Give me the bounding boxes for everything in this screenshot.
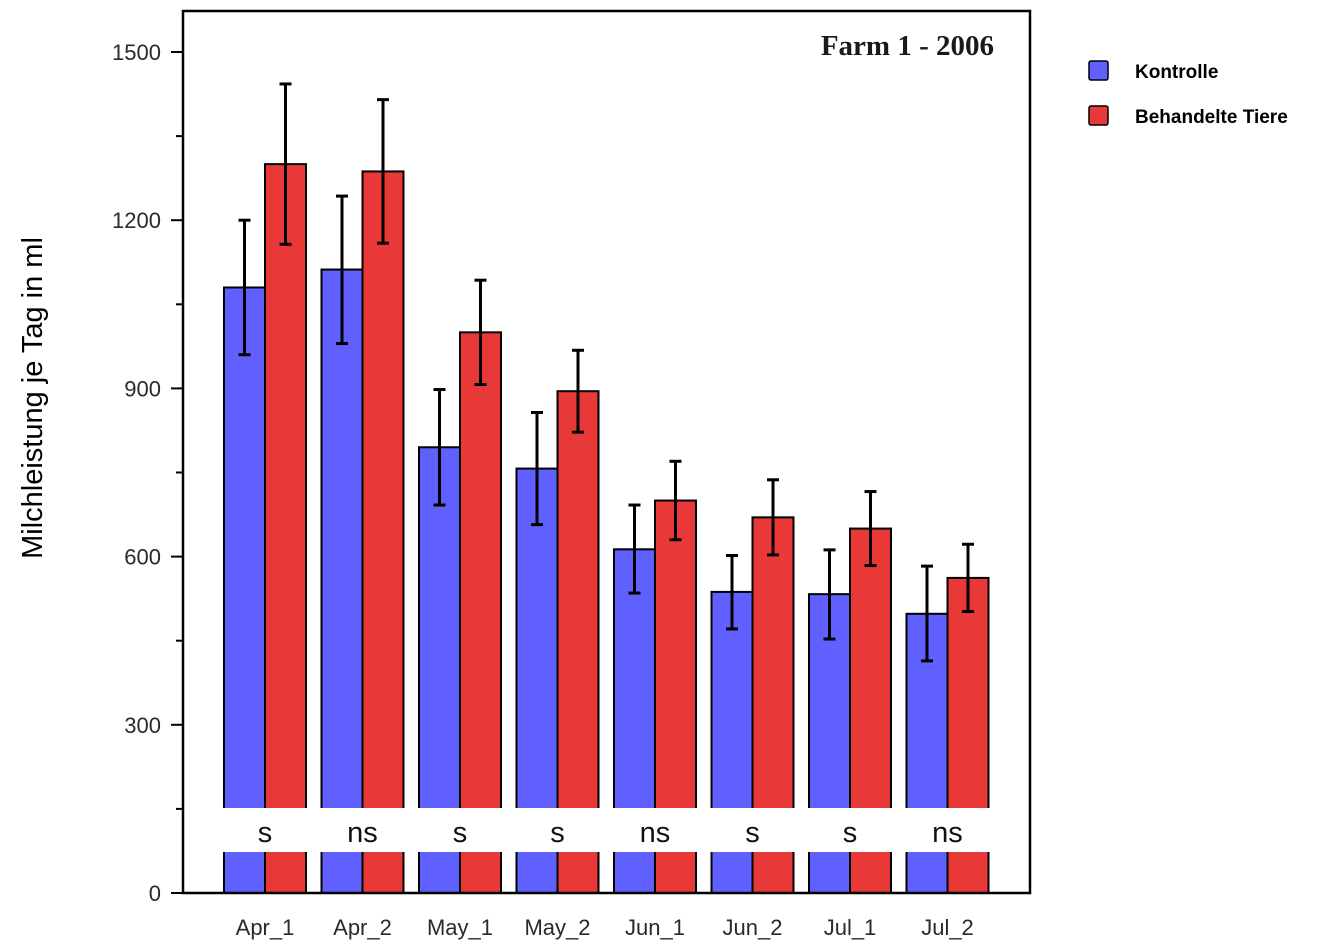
legend-label-kontrolle: Kontrolle — [1135, 62, 1218, 83]
y-tick-label: 600 — [124, 545, 161, 570]
bar-group-Apr_1 — [223, 82, 307, 895]
significance-band — [185, 808, 1028, 852]
bar-behandelte-tiere-Apr_1 — [264, 163, 307, 894]
legend-swatch-behandelte-tiere — [1088, 105, 1109, 126]
significance-label: s — [550, 817, 565, 849]
x-tick-label: May_1 — [427, 915, 493, 940]
plot-area: Apr_1 Apr_2 May_1 May_2 Jun_1 Jun_2 Jul_1 Jul_2… — [112, 40, 1028, 940]
bar-kontrolle-Apr_2 — [320, 268, 364, 894]
y-axis-label: Milchleistung je Tag in ml — [17, 237, 49, 559]
x-tick-label: Jun_1 — [625, 915, 685, 940]
x-tick-label: May_2 — [524, 915, 590, 940]
bar-group-May_1 — [418, 278, 502, 895]
y-tick-label: 1500 — [112, 40, 161, 65]
y-tick-label: 1200 — [112, 208, 161, 233]
legend: Kontrolle Behandelte Tiere — [1088, 60, 1288, 128]
chart-title: Farm 1 - 2006 — [821, 30, 994, 62]
x-tick-label: Jul_2 — [921, 915, 974, 940]
significance-label: s — [843, 817, 858, 849]
y-tick-label: 900 — [124, 376, 161, 401]
x-tick-label: Apr_1 — [236, 915, 295, 940]
significance-label: s — [258, 817, 273, 849]
plot-frame — [181, 9, 1032, 895]
significance-label: ns — [640, 817, 671, 849]
legend-swatch-kontrolle — [1088, 60, 1109, 81]
significance-label: s — [745, 817, 760, 849]
bar-behandelte-tiere-Apr_2 — [361, 170, 405, 894]
significance-label: ns — [347, 817, 378, 849]
significance-label: s — [453, 817, 468, 849]
bar-kontrolle-Apr_1 — [223, 286, 266, 895]
y-tick-label: 300 — [124, 713, 161, 738]
x-tick-label: Jul_1 — [824, 915, 877, 940]
legend-label-behandelte-tiere: Behandelte Tiere — [1135, 107, 1288, 128]
significance-label: ns — [932, 817, 963, 849]
bar-group-Apr_2 — [320, 98, 405, 894]
y-tick-label: 0 — [149, 881, 161, 906]
x-tick-label: Apr_2 — [333, 915, 392, 940]
x-tick-label: Jun_2 — [723, 915, 783, 940]
